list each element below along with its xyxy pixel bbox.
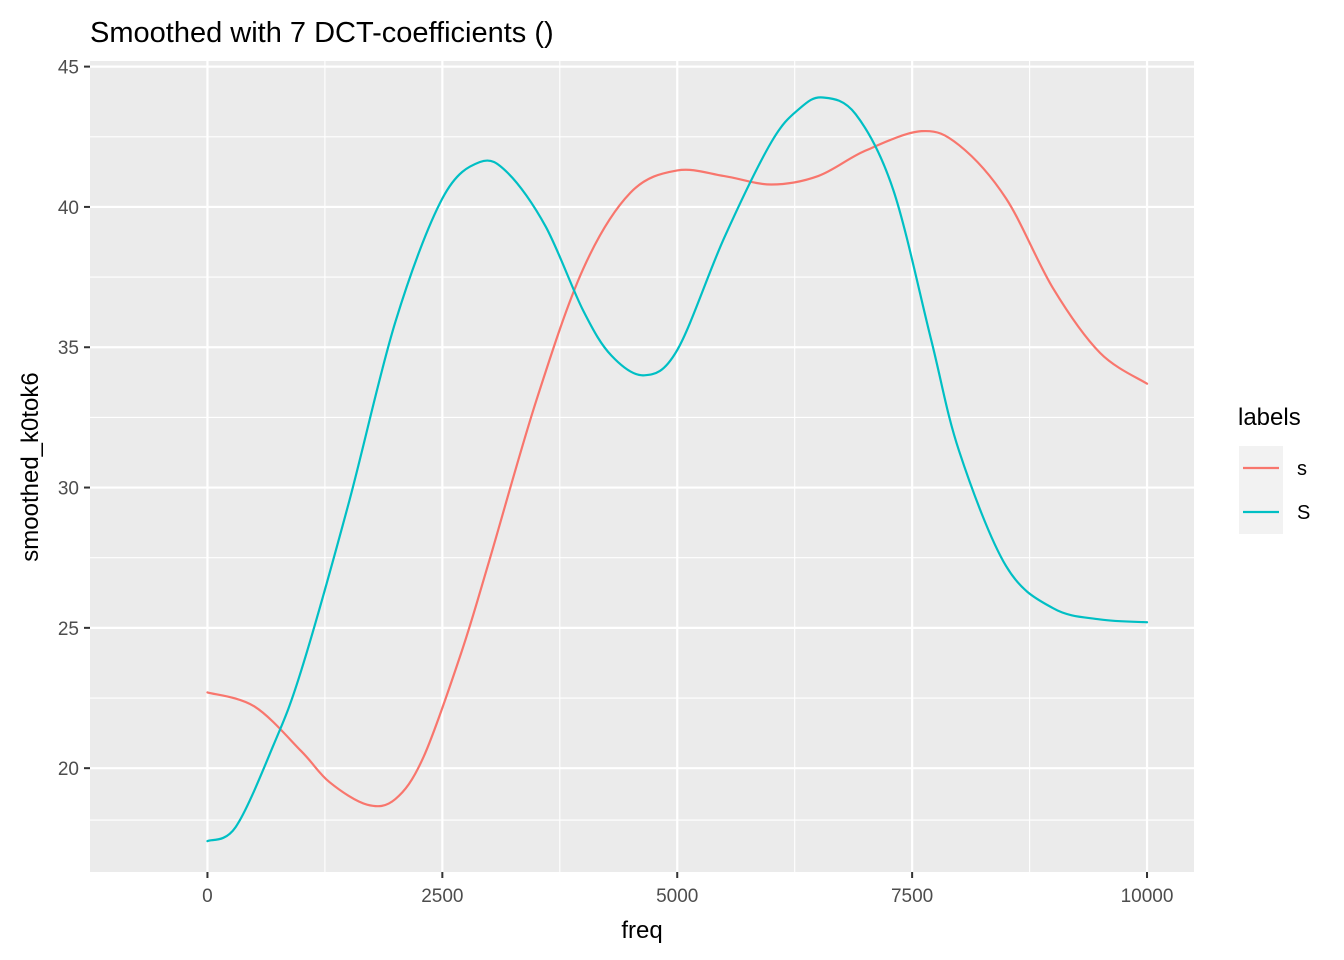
x-tick-label: 5000 (656, 886, 698, 907)
x-tick-label: 7500 (891, 886, 933, 907)
y-tick-label: 20 (58, 759, 79, 780)
legend-title: labels (1238, 404, 1301, 431)
chart-title: Smoothed with 7 DCT-coefficients () (90, 17, 554, 49)
x-axis: 0 2500 5000 7500 10000 (202, 872, 1173, 907)
y-axis: 20 25 30 35 40 45 (58, 58, 90, 780)
series-layer (206, 96, 1149, 843)
x-tick-label: 0 (202, 886, 213, 907)
x-tick-label: 10000 (1121, 886, 1174, 907)
y-tick-label: 45 (58, 58, 79, 79)
series-line-S (206, 96, 1149, 843)
legend-label: S (1297, 502, 1310, 524)
y-axis-title: smoothed_k0tok6 (17, 372, 44, 561)
legend-label: s (1297, 458, 1307, 480)
y-tick-label: 40 (58, 198, 79, 219)
x-axis-title: freq (621, 917, 662, 944)
minor-gridlines (90, 61, 1194, 872)
x-tick-label: 2500 (421, 886, 463, 907)
series-line-s (206, 129, 1149, 808)
y-tick-label: 30 (58, 479, 79, 500)
y-tick-label: 35 (58, 338, 79, 359)
legend: labels sS (1238, 404, 1310, 534)
y-tick-label: 25 (58, 619, 79, 640)
major-gridlines (90, 61, 1194, 872)
plot-panel (90, 61, 1194, 872)
